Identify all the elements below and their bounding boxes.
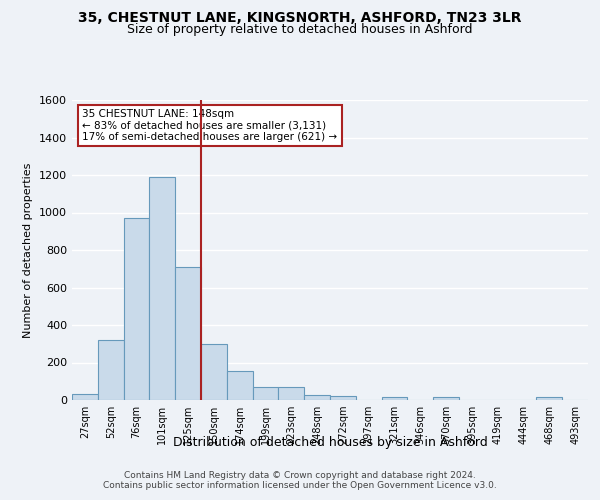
Bar <box>149 177 175 400</box>
Bar <box>536 397 562 400</box>
Bar <box>227 371 253 400</box>
Bar <box>304 396 330 400</box>
Bar <box>253 387 278 400</box>
Bar <box>72 394 98 400</box>
Bar <box>98 340 124 400</box>
Text: 35, CHESTNUT LANE, KINGSNORTH, ASHFORD, TN23 3LR: 35, CHESTNUT LANE, KINGSNORTH, ASHFORD, … <box>78 10 522 24</box>
Bar <box>201 344 227 400</box>
Bar <box>124 218 149 400</box>
Bar <box>175 267 201 400</box>
Text: Distribution of detached houses by size in Ashford: Distribution of detached houses by size … <box>173 436 487 449</box>
Bar <box>382 397 407 400</box>
Y-axis label: Number of detached properties: Number of detached properties <box>23 162 34 338</box>
Text: 35 CHESTNUT LANE: 148sqm
← 83% of detached houses are smaller (3,131)
17% of sem: 35 CHESTNUT LANE: 148sqm ← 83% of detach… <box>82 109 337 142</box>
Bar <box>433 397 459 400</box>
Text: Size of property relative to detached houses in Ashford: Size of property relative to detached ho… <box>127 22 473 36</box>
Bar <box>330 396 356 400</box>
Text: Contains HM Land Registry data © Crown copyright and database right 2024.
Contai: Contains HM Land Registry data © Crown c… <box>103 470 497 490</box>
Bar <box>278 387 304 400</box>
